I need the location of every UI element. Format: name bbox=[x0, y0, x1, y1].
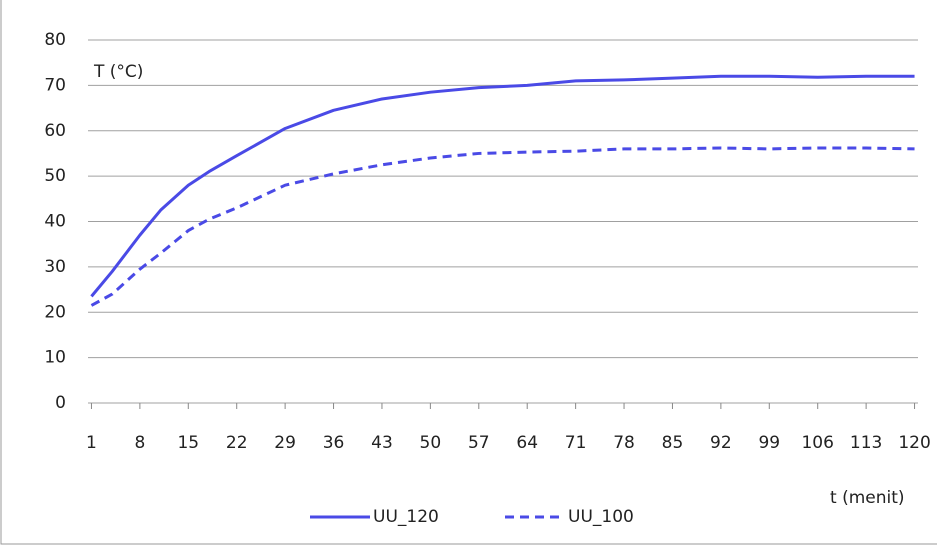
y-tick-label: 10 bbox=[44, 348, 66, 368]
y-tick-label: 70 bbox=[44, 75, 66, 95]
x-tick-label: 120 bbox=[898, 433, 930, 453]
x-tick-label: 106 bbox=[801, 433, 833, 453]
y-tick-label: 40 bbox=[44, 212, 66, 232]
y-tick-label: 30 bbox=[44, 257, 66, 277]
chart: T (°C) t (menit) 0 10 20 30 40 50 60 70 80 1 8 15 22… bbox=[0, 0, 938, 545]
y-tick-label: 50 bbox=[44, 166, 66, 186]
x-tick-label: 15 bbox=[177, 433, 199, 453]
y-tick-label: 20 bbox=[44, 302, 66, 322]
x-tick-label: 8 bbox=[134, 433, 145, 453]
x-tick-label: 78 bbox=[613, 433, 635, 453]
legend-label: UU_120 bbox=[373, 507, 439, 527]
x-tick-label: 64 bbox=[516, 433, 538, 453]
y-axis-label: T (°C) bbox=[93, 62, 143, 82]
legend-label: UU_100 bbox=[568, 507, 634, 527]
x-tick-label: 99 bbox=[758, 433, 780, 453]
x-tick-label: 1 bbox=[86, 433, 97, 453]
x-tick-label: 113 bbox=[850, 433, 882, 453]
y-tick-label: 0 bbox=[55, 393, 66, 413]
x-tick-label: 92 bbox=[710, 433, 732, 453]
x-axis-label: t (menit) bbox=[830, 488, 905, 508]
x-tick-label: 85 bbox=[662, 433, 684, 453]
x-tick-label: 57 bbox=[468, 433, 490, 453]
x-tick-label: 50 bbox=[420, 433, 442, 453]
y-tick-label: 80 bbox=[44, 30, 66, 50]
y-tick-label: 60 bbox=[44, 121, 66, 141]
x-tick-label: 22 bbox=[226, 433, 248, 453]
x-tick-label: 71 bbox=[565, 433, 587, 453]
x-tick-label: 43 bbox=[371, 433, 393, 453]
x-tick-label: 36 bbox=[323, 433, 345, 453]
x-tick-label: 29 bbox=[274, 433, 296, 453]
